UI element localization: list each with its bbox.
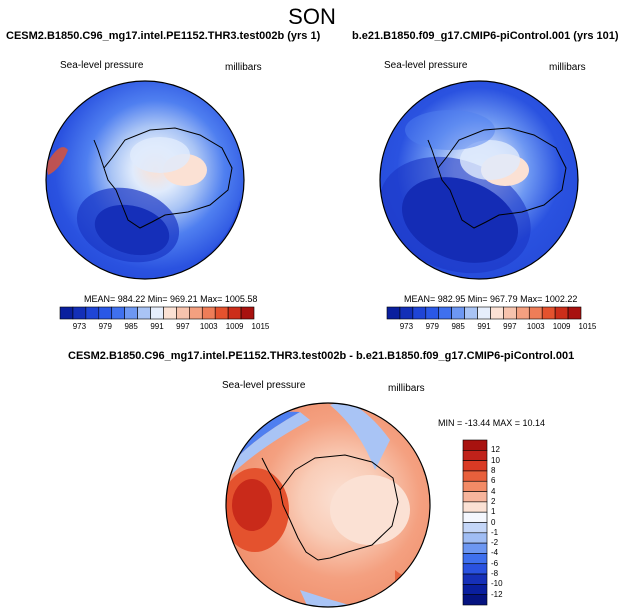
- diff-colorbar-swatch: [462, 553, 488, 565]
- diff-colorbar-tick-label: 1: [491, 507, 496, 517]
- panel2-colorbar-swatch: [412, 306, 427, 320]
- panel1-colorbar-swatch: [111, 306, 125, 320]
- diff-colorbar-tick-label: 10: [491, 455, 500, 465]
- panel2-variable-label: Sea-level pressure: [384, 60, 468, 71]
- diff-colorbar-swatch: [462, 460, 488, 472]
- panel1-colorbar-swatch: [214, 306, 229, 320]
- panel1-colorbar-swatch: [124, 306, 138, 320]
- panel2-colorbar-tick-label: 985: [451, 322, 465, 331]
- diff-colorbar-tick-label: 12: [491, 445, 500, 455]
- diff-colorbar-tick-label: -8: [491, 569, 499, 579]
- panel1-variable-label: Sea-level pressure: [60, 60, 144, 71]
- panel1-units-label: millibars: [225, 62, 262, 73]
- diff-colorbar-tick-label: -1: [491, 527, 499, 537]
- diff-colorbar-swatch: [462, 511, 488, 523]
- season-title: SON: [288, 4, 336, 29]
- panel2-colorbar-swatch: [567, 306, 582, 320]
- panel2-title: b.e21.B1850.f09_g17.CMIP6-piControl.001 …: [352, 30, 619, 42]
- diff-colorbar-tick-label: -10: [491, 579, 503, 589]
- panel1-colorbar-swatch: [189, 306, 203, 320]
- diff-colorbar-swatch: [462, 491, 488, 503]
- panel1-colorbar-swatch: [176, 306, 190, 320]
- diff-colorbar-swatch: [462, 563, 488, 575]
- panel1-colorbar-tick-label: 979: [98, 322, 112, 331]
- diff-panel-title: CESM2.B1850.C96_mg17.intel.PE1152.THR3.t…: [68, 350, 575, 362]
- diff-colorbar-swatch: [462, 522, 488, 534]
- panel1-colorbar-swatch: [59, 306, 74, 320]
- panel1-colorbar-tick-label: 973: [72, 322, 87, 331]
- panel1-colorbar-tick-label: 991: [150, 322, 164, 331]
- panel2-colorbar-swatch: [541, 306, 556, 320]
- panel2-colorbar-tick-label: 991: [477, 322, 491, 331]
- diff-colorbar-tick-label: -2: [491, 538, 499, 548]
- diff-colorbar-swatch: [462, 594, 488, 606]
- diff-colorbar-swatch: [462, 542, 488, 554]
- panel2-colorbar-swatch: [503, 306, 517, 320]
- diff-colorbar-tick-label: -4: [491, 548, 499, 558]
- panel1-colorbar-swatch: [201, 306, 216, 320]
- diff-colorbar-tick-label: -6: [491, 558, 499, 568]
- panel2-units-label: millibars: [549, 62, 586, 73]
- diff-polar-map: [225, 402, 431, 608]
- panel1-colorbar-tick-label: 985: [124, 322, 138, 331]
- panel2-colorbar-tick-label: 979: [425, 322, 439, 331]
- diff-colorbar: [462, 439, 488, 606]
- panel2-colorbar-swatch: [516, 306, 530, 320]
- panel2-colorbar-tick-label: 1009: [552, 322, 571, 331]
- diff-stats: MIN = -13.44 MAX = 10.14: [438, 418, 546, 428]
- panel2-colorbar-swatch: [451, 306, 465, 320]
- panel2-stats: MEAN= 982.95 Min= 967.79 Max= 1002.22: [404, 294, 578, 304]
- panel1-colorbar-tick-label: 1003: [199, 322, 218, 331]
- panel2-colorbar-swatch: [528, 306, 543, 320]
- diff-colorbar-tick-label: 8: [491, 465, 496, 475]
- panel2-colorbar-tick-label: 1003: [526, 322, 545, 331]
- diff-colorbar-swatch: [462, 439, 488, 451]
- panel1-colorbar-swatch: [150, 306, 164, 320]
- panel1-colorbar-swatch: [85, 306, 100, 320]
- diff-colorbar-swatch: [462, 573, 488, 585]
- panel2-colorbar-tick-label: 973: [399, 322, 414, 331]
- diff-colorbar-swatch: [462, 470, 488, 482]
- panel1-colorbar-swatch: [72, 306, 87, 320]
- panel2-colorbar: [386, 306, 582, 320]
- diff-colorbar-swatch: [462, 450, 488, 461]
- panel2-polar-map: [379, 80, 579, 280]
- diff-units-label: millibars: [388, 383, 425, 394]
- panel1-colorbar-swatch: [98, 306, 113, 320]
- diff-colorbar-tick-label: 4: [491, 486, 496, 496]
- panel1-colorbar-tick-label: 997: [176, 322, 190, 331]
- panel1-stats: MEAN= 984.22 Min= 969.21 Max= 1005.58: [84, 294, 258, 304]
- panel2-colorbar-tick-label: 997: [503, 322, 517, 331]
- panel1-polar-map: [45, 80, 245, 280]
- diff-colorbar-swatch: [462, 480, 488, 492]
- diff-colorbar-tick-label: -12: [491, 589, 503, 599]
- panel2-colorbar-swatch: [438, 306, 452, 320]
- diff-colorbar-swatch: [462, 501, 488, 513]
- panel1-colorbar-tick-label: 1015: [251, 322, 270, 331]
- panel1-title: CESM2.B1850.C96_mg17.intel.PE1152.THR3.t…: [6, 30, 321, 42]
- panel2-colorbar-swatch: [386, 306, 401, 320]
- panel2-colorbar-swatch: [490, 306, 504, 320]
- diff-colorbar-swatch: [462, 532, 488, 544]
- panel2-colorbar-swatch: [554, 306, 569, 320]
- diff-colorbar-swatch: [462, 584, 488, 595]
- panel2-colorbar-swatch: [464, 306, 478, 320]
- panel2-colorbar-swatch: [399, 306, 414, 320]
- diff-colorbar-tick-label: 6: [491, 476, 496, 486]
- panel2-colorbar-swatch: [477, 306, 491, 320]
- diff-colorbar-tick-label: 0: [491, 517, 496, 527]
- diff-colorbar-tick-label: 2: [491, 496, 496, 506]
- panel1-colorbar-swatch: [227, 306, 242, 320]
- panel1-colorbar-swatch: [163, 306, 177, 320]
- panel1-colorbar-swatch: [137, 306, 151, 320]
- panel2-colorbar-tick-label: 1015: [578, 322, 597, 331]
- diff-variable-label: Sea-level pressure: [222, 380, 306, 391]
- panel1-colorbar-tick-label: 1009: [225, 322, 244, 331]
- panel2-colorbar-swatch: [425, 306, 440, 320]
- panel1-colorbar-swatch: [240, 306, 255, 320]
- panel1-colorbar: [59, 306, 255, 320]
